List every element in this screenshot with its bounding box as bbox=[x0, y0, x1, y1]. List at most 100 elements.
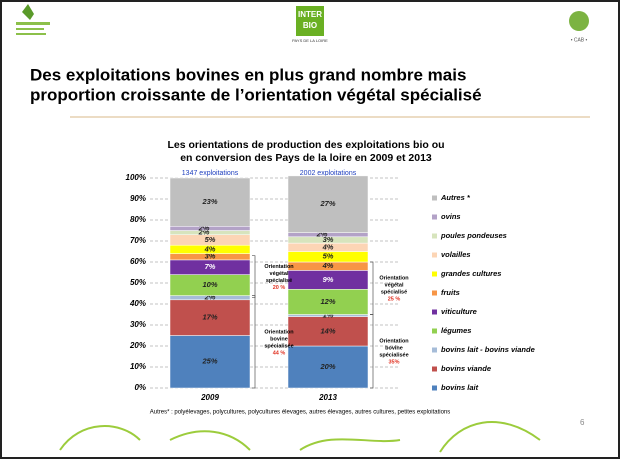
value-label: 12% bbox=[320, 297, 335, 306]
value-label: 14% bbox=[320, 326, 335, 335]
chart-title: en conversion des Pays de la loire en 20… bbox=[180, 152, 432, 164]
slide-title: Des exploitations bovines en plus grand … bbox=[30, 65, 466, 84]
annotation: végétal bbox=[270, 271, 289, 277]
legend-label: Autres * bbox=[440, 193, 471, 202]
legend-swatch bbox=[432, 195, 437, 201]
bar-segment bbox=[287, 316, 369, 347]
y-tick-label: 0% bbox=[134, 383, 146, 392]
logo-sub: PAYS DE LA LOIRE bbox=[292, 38, 328, 43]
y-tick-label: 80% bbox=[130, 215, 146, 224]
annotation: Orientation bbox=[264, 329, 294, 335]
annotation-share: 35% bbox=[388, 360, 399, 366]
bar-segment bbox=[287, 175, 369, 233]
y-tick-label: 70% bbox=[130, 236, 146, 245]
bar-segment bbox=[287, 289, 369, 315]
annotation: bovine bbox=[385, 346, 403, 352]
value-label: 4% bbox=[204, 244, 216, 253]
legend-label: volailles bbox=[441, 250, 471, 259]
annotation-share: 25 % bbox=[388, 297, 401, 303]
bracket bbox=[370, 314, 374, 389]
bar-segment bbox=[169, 226, 251, 231]
annotation: bovine bbox=[270, 336, 288, 342]
page-number: 6 bbox=[580, 418, 585, 427]
value-label: 20% bbox=[319, 362, 335, 371]
bar-segment bbox=[169, 177, 251, 227]
logo-text: INTER bbox=[298, 10, 322, 19]
value-label: 10% bbox=[202, 280, 217, 289]
annotation: Orientation bbox=[379, 276, 409, 282]
annotation: végétal bbox=[385, 283, 404, 289]
value-label: 4% bbox=[322, 261, 334, 270]
left-logo bbox=[16, 4, 50, 35]
right-logo bbox=[569, 11, 589, 31]
annotation: spécialisée bbox=[379, 353, 408, 359]
y-tick-label: 10% bbox=[130, 362, 146, 371]
legend-swatch bbox=[432, 233, 437, 239]
y-tick-label: 100% bbox=[126, 173, 146, 182]
bar-segment bbox=[169, 299, 251, 336]
annotation-share: 20 % bbox=[273, 285, 286, 291]
bar-segment bbox=[169, 230, 251, 235]
bracket bbox=[252, 295, 256, 389]
y-tick-label: 20% bbox=[129, 341, 146, 350]
y-tick-label: 90% bbox=[130, 194, 146, 203]
value-label: 4% bbox=[322, 242, 334, 251]
chart-title: Les orientations de production des explo… bbox=[167, 139, 444, 151]
value-label: 2% bbox=[198, 228, 210, 237]
legend-label: ovins bbox=[441, 212, 461, 221]
y-tick-label: 30% bbox=[130, 320, 146, 329]
value-label: 2% bbox=[316, 230, 328, 239]
value-label: 7% bbox=[205, 262, 216, 271]
legend-label: fruits bbox=[441, 288, 460, 297]
legend-swatch bbox=[432, 366, 437, 372]
y-tick-label: 40% bbox=[129, 299, 146, 308]
category-note: 1347 exploitations bbox=[182, 170, 239, 177]
annotation: Orientation bbox=[379, 339, 409, 345]
bar-segment bbox=[287, 232, 369, 238]
legend-label: bovins lait - bovins viande bbox=[441, 345, 535, 354]
legend-swatch bbox=[432, 271, 437, 277]
legend-swatch bbox=[432, 290, 437, 296]
slide-title: proportion croissante de l’orientation v… bbox=[30, 85, 482, 104]
legend-swatch bbox=[432, 385, 437, 391]
annotation: spécialisée bbox=[264, 343, 293, 349]
annotation: spécialisé bbox=[266, 278, 292, 284]
category-note: 2002 exploitations bbox=[300, 170, 357, 177]
value-label: 25% bbox=[201, 357, 217, 366]
logo-text: BIO bbox=[303, 21, 317, 30]
annotation: spécialisé bbox=[381, 290, 407, 296]
legend-swatch bbox=[432, 252, 437, 258]
legend-label: bovins viande bbox=[441, 364, 491, 373]
value-label: 23% bbox=[201, 197, 217, 206]
legend-label: légumes bbox=[441, 326, 471, 335]
value-label: 2% bbox=[204, 293, 216, 302]
legend-label: poules pondeuses bbox=[440, 231, 507, 240]
value-label: 2% bbox=[198, 223, 210, 232]
value-label: 5% bbox=[205, 235, 216, 244]
legend-label: bovins lait bbox=[441, 383, 479, 392]
annotation-share: 44 % bbox=[273, 350, 286, 356]
legend-swatch bbox=[432, 309, 437, 315]
bracket bbox=[252, 255, 256, 299]
value-label: 1% bbox=[323, 311, 334, 320]
value-label: 3% bbox=[323, 235, 334, 244]
x-tick-label: 2013 bbox=[318, 393, 337, 402]
value-label: 27% bbox=[319, 199, 335, 208]
y-tick-label: 60% bbox=[130, 257, 146, 266]
annotation: Orientation bbox=[264, 264, 294, 270]
value-label: 9% bbox=[323, 275, 334, 284]
value-label: 3% bbox=[205, 252, 216, 261]
legend-label: grandes cultures bbox=[440, 269, 501, 278]
value-label: 17% bbox=[202, 313, 217, 322]
legend-swatch bbox=[432, 347, 437, 353]
logo-text: • CAB • bbox=[571, 37, 588, 43]
center-logo bbox=[296, 6, 324, 36]
footnote: Autres* : polyélevages, polycultures, po… bbox=[150, 410, 451, 416]
y-tick-label: 50% bbox=[130, 278, 146, 287]
legend-swatch bbox=[432, 214, 437, 220]
legend-swatch bbox=[432, 328, 437, 334]
decoration bbox=[59, 421, 541, 453]
legend-label: viticulture bbox=[441, 307, 477, 316]
value-label: 5% bbox=[323, 252, 334, 261]
